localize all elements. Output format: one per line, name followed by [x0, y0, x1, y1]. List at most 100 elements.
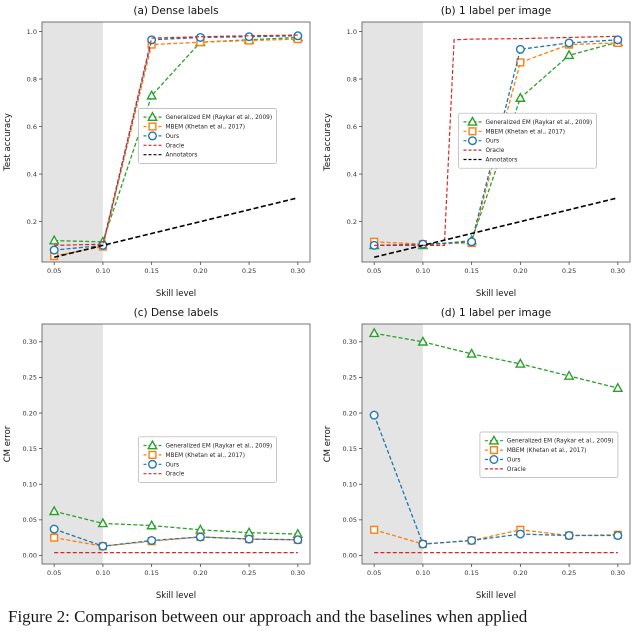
legend-label: Generalized EM (Raykar et al., 2009)	[485, 120, 592, 126]
legend-label: Oracle	[165, 143, 184, 149]
legend-label: Oracle	[165, 472, 184, 478]
shaded-band	[362, 22, 423, 262]
y-tick-label: 0.30	[23, 338, 37, 346]
legend-label: Ours	[485, 139, 499, 145]
legend: Generalized EM (Raykar et al., 2009) MBEM…	[458, 112, 597, 169]
chart-b-canvas: 0.05 0.10 0.15 0.20 0.25 0.30 0.2 0.4 0.6 0.8 1.0 (…	[323, 5, 631, 299]
x-tick-label: 0.15	[144, 569, 158, 577]
y-axis-label: Test accuracy	[3, 113, 13, 172]
y-tick-label: 0.8	[27, 75, 37, 83]
y-tick-label: 1.0	[347, 28, 357, 36]
legend-label: Ours	[507, 458, 521, 464]
legend: Generalized EM (Raykar et al., 2009) MBEM…	[138, 436, 277, 483]
y-axis-label: CM error	[323, 425, 333, 462]
series-generalized-em-raykar-et-al-2009	[368, 327, 624, 392]
legend-label: Annotators	[165, 153, 197, 159]
axes: 0.05 0.10 0.15 0.20 0.25 0.30 0.00 0.05 0.10 0.15…	[343, 323, 631, 577]
x-tick-label: 0.30	[611, 267, 625, 275]
chart-c-canvas: 0.05 0.10 0.15 0.20 0.25 0.30 0.00 0.05 0.10 0.15…	[3, 307, 311, 601]
legend: Generalized EM (Raykar et al., 2009) MBEM…	[138, 108, 277, 164]
axes: 0.05 0.10 0.15 0.20 0.25 0.30 0.2 0.4 0.6 0.8 1.0	[347, 21, 631, 275]
series-ours	[49, 524, 303, 551]
chart-title: (b) 1 label per image	[441, 5, 551, 17]
x-axis-label: Skill level	[156, 591, 196, 601]
series-ours	[369, 410, 623, 549]
series-ours	[49, 31, 303, 255]
y-tick-label: 0.6	[27, 123, 37, 131]
y-tick-label: 0.20	[23, 409, 37, 417]
subplot-c: 0.05 0.10 0.15 0.20 0.25 0.30 0.00 0.05 0.10 0.15…	[0, 302, 320, 604]
x-axis-label: Skill level	[476, 289, 516, 299]
x-tick-label: 0.20	[513, 569, 527, 577]
legend-label: Generalized EM (Raykar et al., 2009)	[165, 115, 272, 121]
legend-label: MBEM (Khetan et al., 2017)	[165, 453, 245, 459]
x-tick-label: 0.20	[193, 569, 207, 577]
y-tick-label: 0.2	[347, 218, 357, 226]
y-tick-label: 0.00	[343, 552, 357, 560]
x-axis-label: Skill level	[156, 289, 196, 299]
plot-spines	[41, 323, 311, 565]
figure-grid: 0.05 0.10 0.15 0.20 0.25 0.30 0.2 0.4 0.6 0.8 1.0 (…	[0, 0, 640, 604]
subplot-b: 0.05 0.10 0.15 0.20 0.25 0.30 0.2 0.4 0.6 0.8 1.0 (…	[320, 0, 640, 302]
shaded-band	[362, 324, 423, 564]
y-tick-label: 0.15	[343, 445, 357, 453]
x-tick-label: 0.15	[144, 267, 158, 275]
legend-label: Ours	[165, 134, 179, 140]
legend-label: Generalized EM (Raykar et al., 2009)	[165, 444, 272, 450]
chart-title: (d) 1 label per image	[441, 307, 551, 319]
x-tick-label: 0.05	[47, 267, 61, 275]
y-axis-label: Test accuracy	[323, 113, 333, 172]
y-tick-label: 0.20	[343, 409, 357, 417]
legend-label: Annotators	[485, 158, 517, 164]
y-tick-label: 0.2	[27, 218, 37, 226]
y-tick-label: 0.4	[27, 170, 37, 178]
y-tick-label: 0.05	[343, 516, 357, 524]
x-tick-label: 0.10	[416, 569, 430, 577]
x-tick-label: 0.05	[47, 569, 61, 577]
legend-label: Ours	[165, 462, 179, 468]
chart-d-canvas: 0.05 0.10 0.15 0.20 0.25 0.30 0.00 0.05 0.10 0.15…	[323, 307, 631, 601]
x-tick-label: 0.25	[242, 267, 256, 275]
x-tick-label: 0.25	[562, 569, 576, 577]
chart-title: (a) Dense labels	[133, 5, 218, 17]
axes: 0.05 0.10 0.15 0.20 0.25 0.30 0.00 0.05 0.10 0.15…	[23, 323, 311, 577]
x-tick-label: 0.25	[562, 267, 576, 275]
series-ours	[369, 35, 623, 250]
y-tick-label: 0.15	[23, 445, 37, 453]
series-oracle	[54, 34, 298, 246]
x-tick-label: 0.05	[367, 267, 381, 275]
y-tick-label: 0.10	[343, 481, 357, 489]
x-tick-label: 0.30	[611, 569, 625, 577]
x-tick-label: 0.15	[464, 267, 478, 275]
y-tick-label: 0.25	[23, 374, 37, 382]
x-tick-label: 0.10	[416, 267, 430, 275]
legend-label: Oracle	[485, 148, 504, 154]
series-annotators	[53, 197, 299, 259]
x-tick-label: 0.15	[464, 569, 478, 577]
x-tick-label: 0.30	[291, 267, 305, 275]
y-tick-label: 0.25	[343, 374, 357, 382]
legend: Generalized EM (Raykar et al., 2009) MBEM…	[479, 431, 619, 478]
chart-title: (c) Dense labels	[134, 307, 219, 319]
y-axis-label: CM error	[3, 425, 13, 462]
y-tick-label: 0.05	[23, 516, 37, 524]
x-tick-label: 0.30	[291, 569, 305, 577]
y-tick-label: 0.10	[23, 481, 37, 489]
legend-label: Oracle	[507, 467, 526, 473]
legend-label: MBEM (Khetan et al., 2017)	[165, 125, 245, 131]
y-tick-label: 0.8	[347, 75, 357, 83]
subplot-a: 0.05 0.10 0.15 0.20 0.25 0.30 0.2 0.4 0.6 0.8 1.0 (…	[0, 0, 320, 302]
subplot-d: 0.05 0.10 0.15 0.20 0.25 0.30 0.00 0.05 0.10 0.15…	[320, 302, 640, 604]
legend-label: MBEM (Khetan et al., 2017)	[507, 448, 587, 454]
figure-caption: Figure 2: Comparison between our approac…	[8, 607, 528, 626]
x-axis-label: Skill level	[476, 591, 516, 601]
shaded-band	[42, 324, 103, 564]
y-tick-label: 0.6	[347, 123, 357, 131]
chart-a-canvas: 0.05 0.10 0.15 0.20 0.25 0.30 0.2 0.4 0.6 0.8 1.0 (…	[3, 5, 311, 299]
x-tick-label: 0.20	[193, 267, 207, 275]
plot-spines	[361, 21, 631, 263]
series-annotators	[373, 197, 619, 259]
legend-label: MBEM (Khetan et al., 2017)	[485, 129, 565, 135]
legend-label: Generalized EM (Raykar et al., 2009)	[507, 439, 614, 445]
